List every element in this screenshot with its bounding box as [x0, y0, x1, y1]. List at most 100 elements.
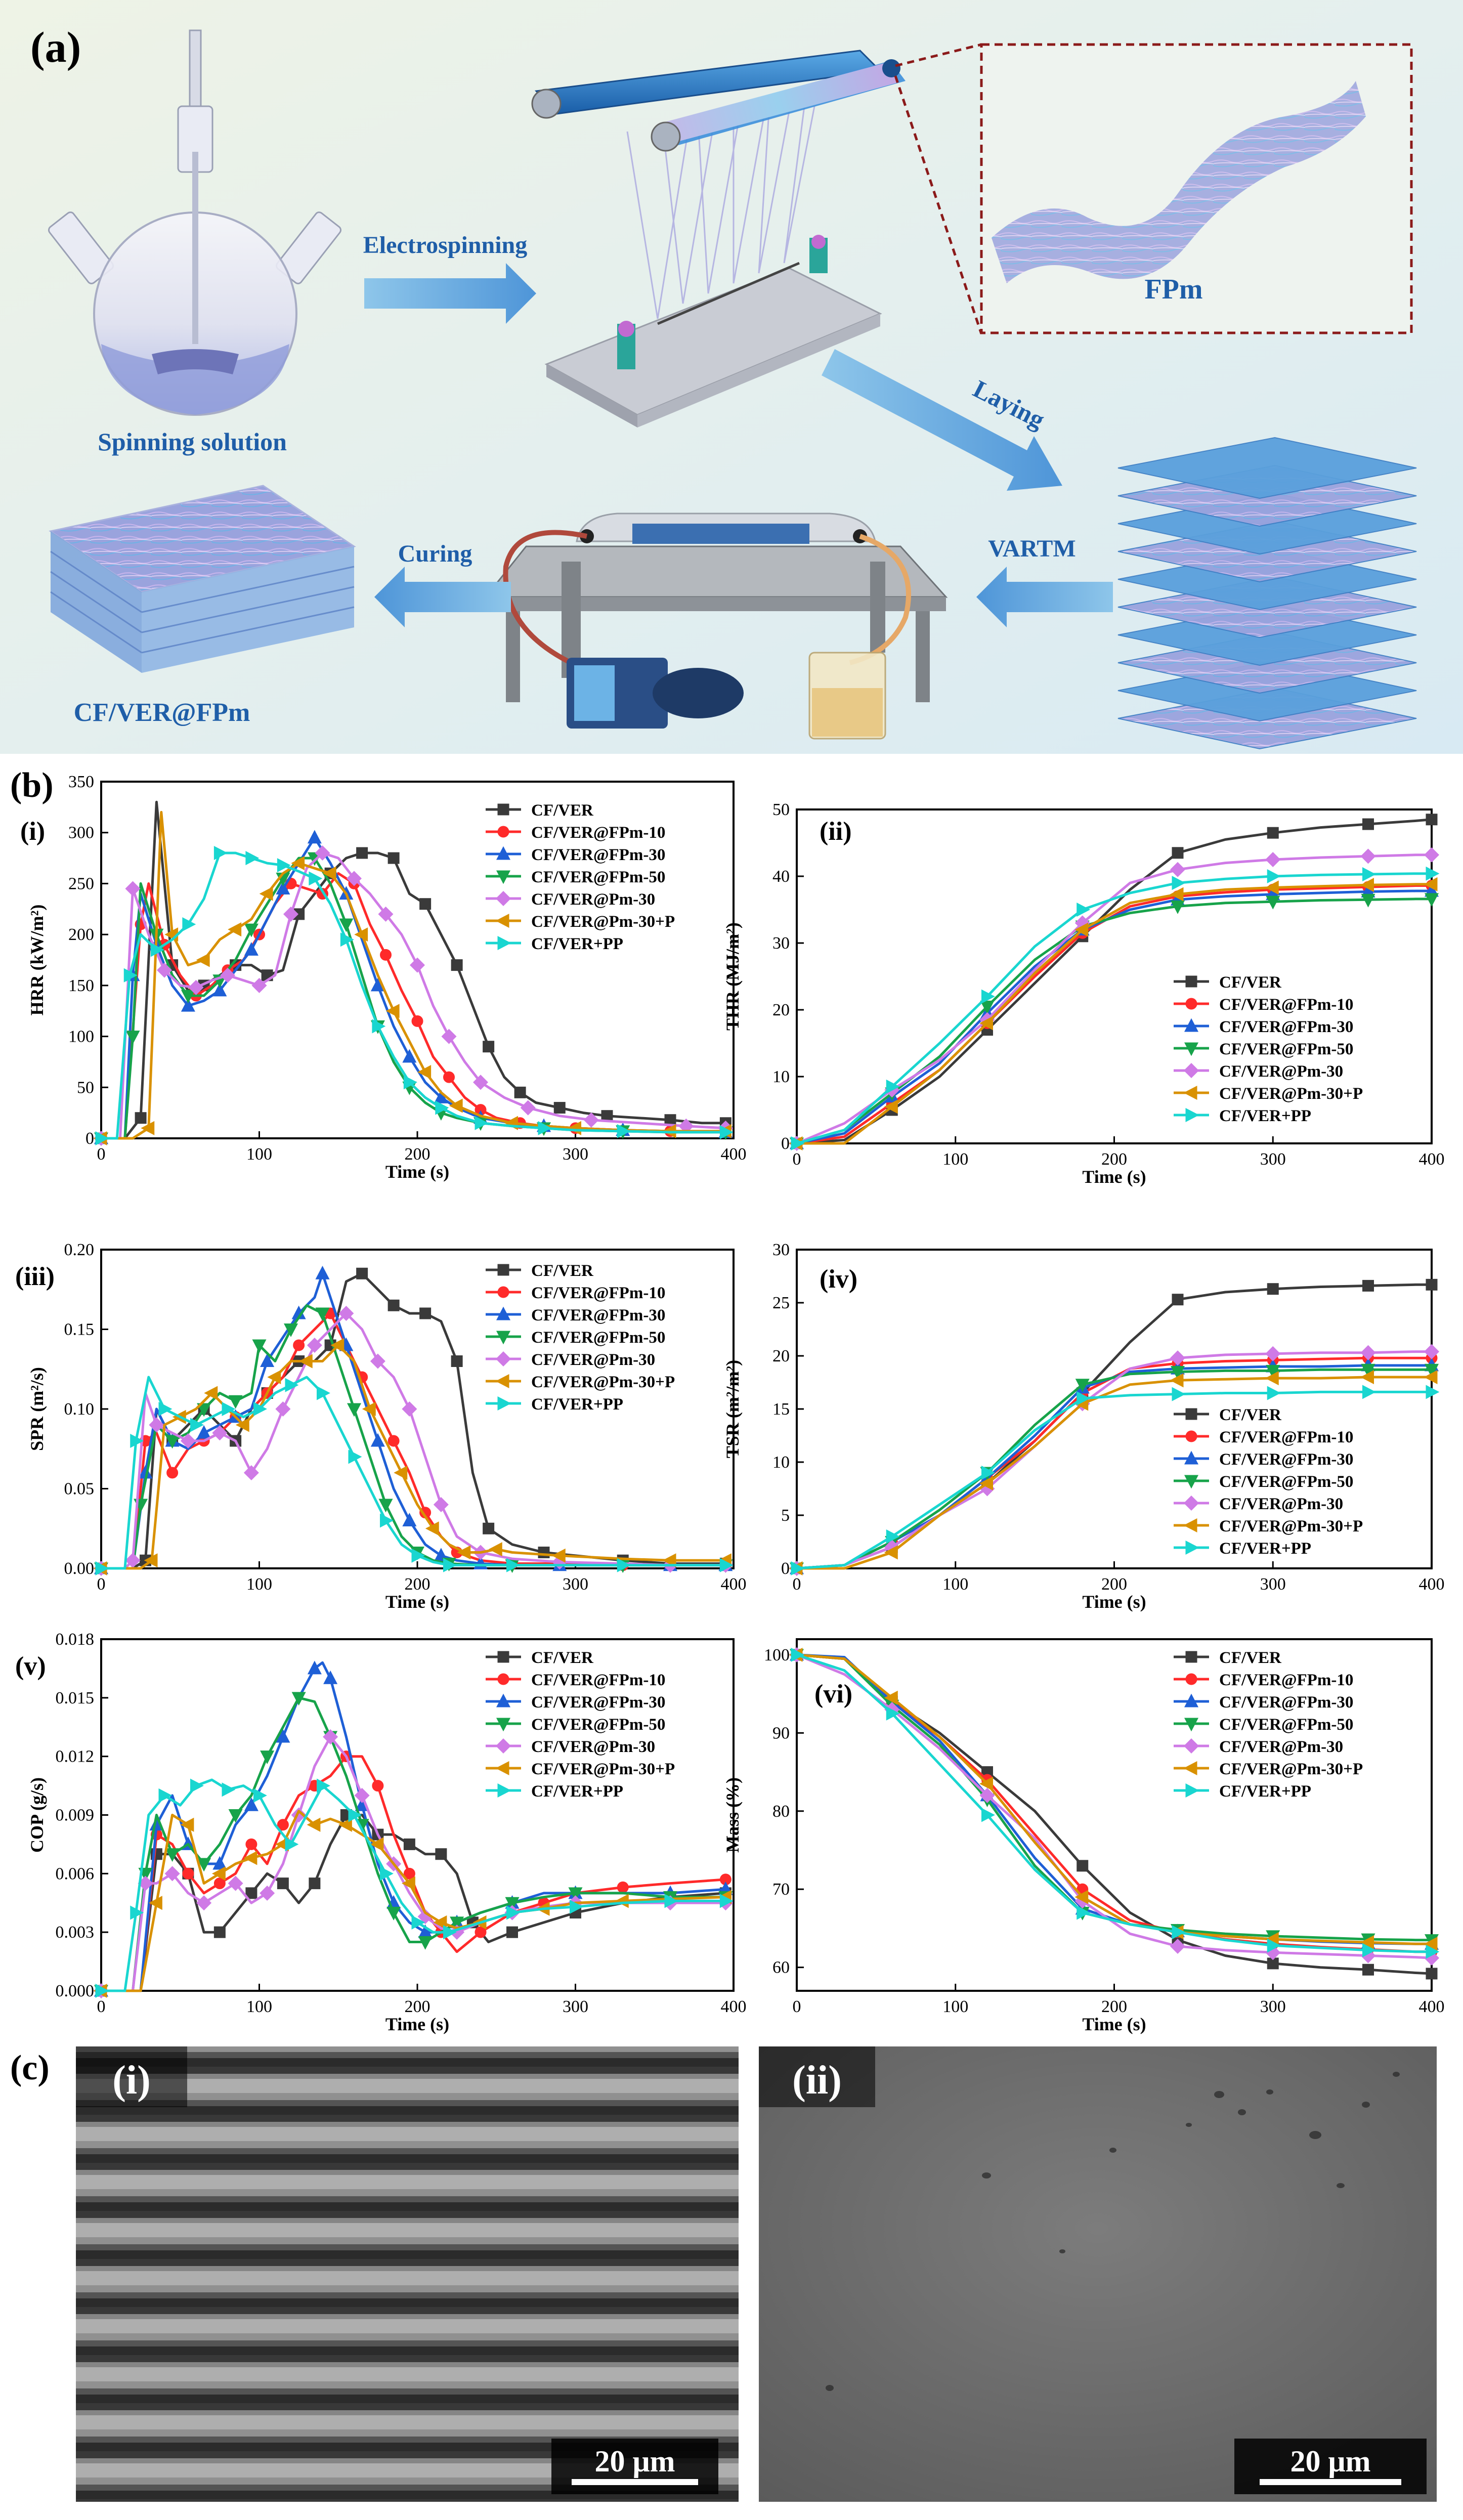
data-point	[495, 1351, 511, 1367]
legend-entry: CF/VER@Pm-30	[531, 1738, 655, 1756]
x-tick-label: 100	[942, 1575, 968, 1594]
y-tick-label: 0.009	[56, 1806, 95, 1825]
data-point	[497, 1673, 509, 1685]
data-point	[1266, 1364, 1280, 1379]
data-point	[1170, 862, 1186, 877]
panel-c-label: (c)	[10, 2048, 50, 2087]
data-point	[166, 1467, 179, 1479]
data-point	[981, 1808, 995, 1822]
series-CF/VER@Pm-30+P	[93, 810, 732, 1146]
data-point	[409, 957, 425, 973]
y-axis-label: SPR (m²/s)	[27, 1367, 47, 1451]
electrospinning-label: Electrospinning	[363, 232, 528, 259]
data-point	[196, 1895, 212, 1911]
data-point	[356, 1267, 368, 1279]
data-point	[791, 1561, 805, 1576]
data-point	[664, 1894, 678, 1908]
data-point	[150, 943, 164, 957]
data-point	[307, 830, 322, 844]
data-point	[243, 1851, 257, 1865]
sem-image-2-label: (ii)	[792, 2058, 842, 2103]
data-point	[1077, 1860, 1089, 1872]
legend-entry: CF/VER@FPm-10	[531, 1671, 665, 1689]
chart-mass: 0 100 200 300 400 60 70 80 90 100 Time (s) Mass (%)…	[722, 1638, 1445, 2034]
x-tick-label: 0	[793, 1575, 801, 1594]
x-tick-label: 100	[942, 1997, 968, 2016]
data-point	[538, 1121, 552, 1135]
data-point	[475, 1116, 489, 1130]
data-point	[495, 1761, 509, 1776]
data-point	[181, 990, 195, 1004]
data-point	[411, 1015, 423, 1027]
data-point	[1170, 887, 1184, 902]
data-point	[1172, 847, 1184, 859]
data-point	[141, 1121, 155, 1135]
series-CF/VER@Pm-30+P	[789, 877, 1438, 1151]
legend-entry: CF/VER@FPm-50	[1219, 1716, 1353, 1734]
y-tick-label: 30	[772, 934, 790, 953]
data-point	[244, 1797, 259, 1811]
series-line	[796, 872, 1432, 1145]
scalebar-1-text: 20 μm	[595, 2445, 675, 2478]
data-point	[260, 1353, 275, 1367]
data-point	[1184, 1450, 1199, 1465]
electrospinning-arrow: Electrospinning	[363, 232, 536, 324]
laminate-product: CF/VER@FPm	[49, 485, 356, 727]
data-point	[1426, 1944, 1440, 1959]
data-point	[495, 890, 511, 907]
legend-entry: CF/VER@Pm-30	[1219, 1062, 1343, 1081]
legend-entry: CF/VER@Pm-30	[531, 1351, 655, 1369]
data-point	[315, 1265, 330, 1279]
x-tick-label: 100	[942, 1150, 968, 1169]
data-point	[450, 1916, 464, 1931]
y-axis-label: Mass (%)	[722, 1777, 743, 1853]
data-point	[403, 1075, 417, 1090]
data-point	[380, 1513, 394, 1528]
legend: CF/VER CF/VER@FPm-10 CF/VER@FPm-30 CF/VER@F…	[1174, 1649, 1363, 1801]
data-point	[496, 870, 511, 884]
data-point	[495, 1374, 509, 1389]
data-point	[1426, 1968, 1438, 1980]
data-point	[497, 826, 509, 838]
data-point	[260, 1885, 275, 1901]
data-point	[347, 1403, 362, 1417]
data-point	[212, 1856, 227, 1870]
data-point	[277, 858, 291, 873]
data-point	[617, 1124, 631, 1138]
data-point	[1185, 975, 1197, 988]
sem-image-1-label: (i)	[112, 2058, 151, 2103]
data-point	[514, 1086, 526, 1098]
y-tick-label: 50	[772, 800, 790, 819]
data-point	[180, 1817, 194, 1832]
data-point	[228, 1395, 243, 1409]
data-point	[981, 1465, 995, 1480]
y-tick-label: 300	[68, 824, 94, 842]
x-tick-label: 200	[405, 1997, 431, 2016]
data-point	[662, 1553, 676, 1568]
data-point	[317, 1386, 330, 1400]
series-line	[796, 1364, 1432, 1570]
y-axis-label: THR (MJ/m²)	[722, 922, 743, 1031]
x-tick-label: 0	[97, 1145, 106, 1164]
y-tick-label: 0.00	[64, 1559, 95, 1578]
data-point	[180, 1433, 196, 1449]
data-point	[1265, 1346, 1281, 1361]
x-tick-label: 300	[1260, 1997, 1286, 2016]
series-CF/VER+PP	[791, 1385, 1440, 1576]
sem-image-2: (ii) 20 μm	[759, 2046, 1437, 2502]
series-line	[797, 883, 1432, 1145]
x-axis-label: Time (s)	[1082, 1167, 1146, 1187]
x-tick-label: 300	[563, 1997, 588, 2016]
y-tick-label: 350	[68, 773, 94, 791]
series-CF/VER+PP	[791, 1647, 1440, 1959]
x-tick-label: 200	[405, 1145, 431, 1164]
panel-c-sem-images: (c) (i) 20 μm (ii) 20 μm	[10, 2046, 1437, 2502]
data-point	[165, 1435, 180, 1449]
data-point	[1267, 1283, 1279, 1295]
y-tick-label: 0.006	[56, 1864, 95, 1883]
data-point	[475, 1926, 487, 1938]
data-point	[402, 1049, 417, 1063]
chart-hrr: 0 100 200 300 400 0 50 100 150 200 250 300 350 Time (…	[20, 773, 747, 1182]
data-point	[322, 866, 336, 881]
